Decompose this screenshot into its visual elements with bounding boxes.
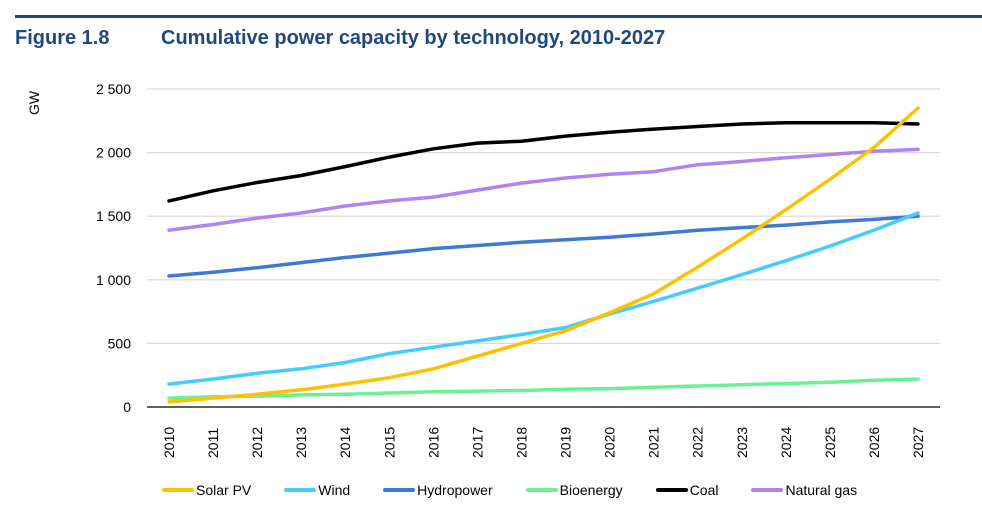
series-line-coal	[167, 120, 920, 203]
legend: Solar PV Wind Hydropower Bioenergy Coal Natur…	[162, 482, 890, 498]
series-line-wind	[167, 211, 920, 386]
legend-item: Bioenergy	[525, 482, 623, 498]
legend-swatch	[284, 488, 317, 492]
legend-label: Solar PV	[196, 482, 252, 498]
legend-swatch	[383, 488, 416, 492]
series-line-natural-gas	[167, 147, 920, 232]
x-tick-label: 2020	[602, 427, 618, 458]
x-tick-label: 2014	[337, 427, 353, 458]
figure-title: Cumulative power capacity by technology,…	[161, 27, 666, 49]
y-axis-label: GW	[26, 90, 42, 115]
x-tick-label: 2019	[558, 427, 574, 458]
x-tick-label: 2018	[513, 427, 529, 458]
series-line-solar-pv	[167, 106, 920, 404]
figure-heading: Figure 1.8 Cumulative power capacity by t…	[15, 27, 665, 50]
x-tick-label: 2012	[249, 427, 265, 458]
y-tick-label: 0	[123, 399, 131, 415]
y-tick-label: 1 000	[96, 272, 131, 288]
x-tick-label: 2026	[866, 427, 882, 458]
x-tick-label: 2015	[381, 427, 397, 458]
y-tick-label: 2 000	[96, 145, 131, 161]
x-tick-label: 2022	[690, 427, 706, 458]
legend-swatch	[162, 488, 194, 492]
top-rule	[15, 15, 982, 18]
legend-item: Natural gas	[751, 482, 857, 498]
legend-label: Natural gas	[785, 482, 858, 498]
x-tick-label: 2010	[161, 427, 177, 458]
legend-item: Hydropower	[383, 482, 493, 498]
legend-swatch	[751, 488, 784, 492]
legend-item: Solar PV	[162, 482, 251, 498]
x-tick-label: 2016	[425, 427, 441, 458]
legend-label: Wind	[318, 482, 351, 498]
legend-swatch	[655, 488, 688, 492]
y-tick-label: 2 500	[96, 81, 131, 97]
x-tick-label: 2017	[469, 427, 485, 458]
y-tick-label: 1 500	[96, 208, 131, 224]
y-axis-ticks: 0 500 1 000 1 500 2 000 2 500	[96, 81, 131, 415]
legend-label: Bioenergy	[559, 482, 623, 498]
figure-number: Figure 1.8	[15, 27, 110, 49]
x-tick-label: 2011	[205, 428, 221, 458]
x-tick-label: 2025	[822, 427, 838, 458]
legend-item: Wind	[284, 482, 350, 498]
x-tick-label: 2024	[778, 427, 794, 458]
legend-label: Hydropower	[417, 482, 493, 498]
x-axis-ticks: 2010 2011 2012 2013 2014 2015 2016 2017 2018 2019…	[161, 427, 926, 458]
y-tick-label: 500	[108, 335, 132, 351]
x-tick-label: 2021	[646, 427, 662, 458]
legend-swatch	[525, 488, 558, 492]
x-tick-label: 2013	[293, 427, 309, 458]
legend-item: Coal	[655, 482, 719, 498]
series-line-hydropower	[167, 214, 920, 278]
legend-label: Coal	[689, 482, 719, 498]
series-line-bioenergy	[167, 377, 920, 400]
x-tick-label: 2027	[910, 427, 926, 458]
series-lines	[167, 106, 920, 404]
gridlines	[147, 88, 940, 408]
x-tick-label: 2023	[734, 427, 750, 458]
